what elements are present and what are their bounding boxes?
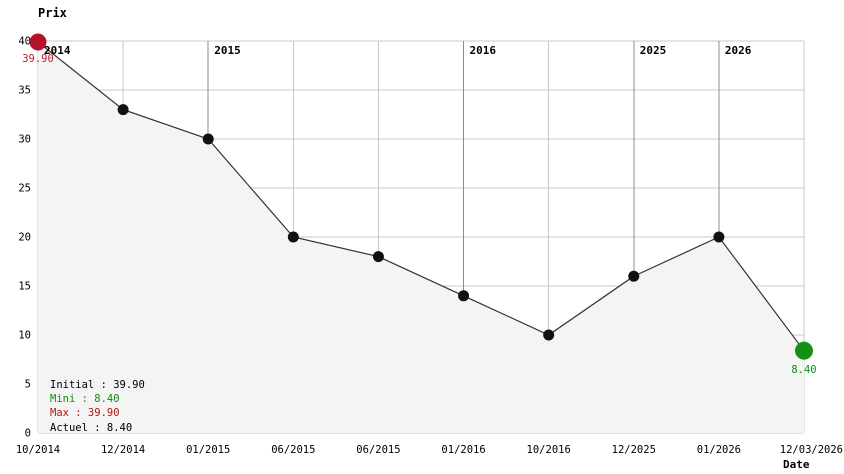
y-tick-label: 30 (18, 134, 31, 146)
legend-item: Actuel : 8.40 (50, 421, 133, 434)
x-tick-label: 01/2016 (441, 444, 485, 456)
x-tick-label: 12/03/2026 (780, 444, 843, 456)
end-value-label: 8.40 (791, 364, 816, 376)
x-tick-label: 06/2015 (356, 444, 400, 456)
data-point-marker (117, 104, 129, 116)
y-tick-label: 15 (18, 281, 31, 293)
data-point-marker (372, 251, 384, 263)
x-tick-label: 10/2014 (16, 444, 60, 456)
y-tick-label: 20 (18, 232, 31, 244)
year-label: 2014 (44, 44, 71, 57)
end-marker (795, 341, 813, 360)
data-point-marker (458, 290, 470, 302)
x-tick-label: 01/2015 (186, 444, 230, 456)
legend-item: Max : 39.90 (50, 407, 120, 420)
chart-legend: Initial : 39.90 Mini : 8.40 Max : 39.90 Act… (50, 378, 145, 435)
x-tick-label: 06/2015 (271, 444, 315, 456)
x-tick-label: 12/2014 (101, 444, 145, 456)
y-tick-label: 35 (18, 85, 31, 97)
y-tick-label: 25 (18, 183, 31, 195)
legend-item: Initial : 39.90 (50, 379, 145, 391)
start-value-label: 39.90 (22, 53, 54, 65)
start-marker (29, 33, 47, 51)
y-tick-label: 10 (18, 330, 31, 342)
y-tick-label: 5 (25, 379, 31, 391)
data-point-marker (543, 329, 555, 341)
x-axis-title: Date (783, 458, 810, 471)
x-tick-label: 10/2016 (527, 444, 571, 456)
x-tick-label: 12/2025 (612, 444, 656, 456)
year-label: 2015 (214, 44, 241, 57)
year-label: 2026 (725, 44, 752, 57)
area-fill (38, 41, 804, 433)
data-point-marker (628, 270, 640, 282)
x-tick-label: 01/2026 (697, 444, 741, 456)
legend-item: Mini : 8.40 (50, 393, 120, 406)
data-point-marker (287, 231, 299, 243)
price-line (37, 41, 805, 352)
y-axis-title: Prix (38, 6, 67, 20)
year-label: 2025 (640, 44, 667, 57)
y-tick-label: 40 (18, 36, 31, 48)
data-point-marker (202, 133, 214, 145)
year-label: 2016 (470, 44, 497, 57)
y-tick-label: 0 (25, 428, 31, 440)
data-point-marker (713, 231, 725, 243)
